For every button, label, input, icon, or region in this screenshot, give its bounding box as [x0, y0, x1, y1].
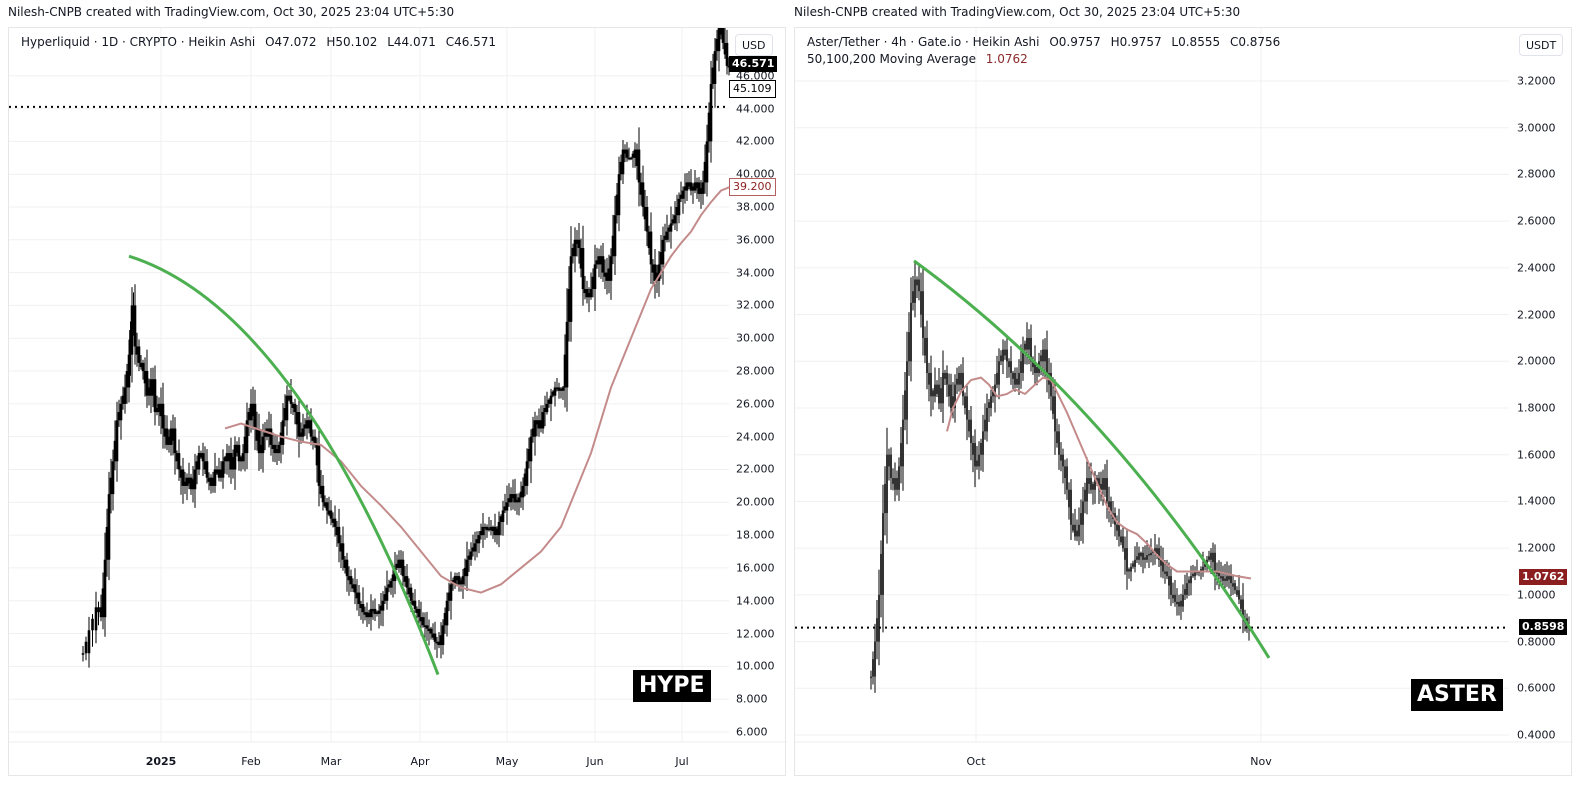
price-axis-label: 1.6000	[1517, 448, 1556, 462]
aster-ma-label: 50,100,200 Moving Average	[807, 52, 976, 66]
time-axis-label: 2025	[145, 755, 177, 768]
price-axis-label: 32.000	[736, 298, 775, 312]
time-axis-label: Feb	[241, 755, 261, 768]
aster-low: L0.8555	[1171, 35, 1221, 49]
aster-high: H0.9757	[1110, 35, 1162, 49]
price-axis-label: 22.000	[736, 462, 775, 476]
hype-chart-panel[interactable]: Hyperliquid · 1D · CRYPTO · Heikin Ashi …	[8, 27, 787, 777]
price-axis-label: 12.000	[736, 627, 775, 641]
price-axis-label: 1.4000	[1517, 494, 1556, 508]
hype-low: L44.071	[387, 35, 436, 49]
curved-trendline	[128, 254, 440, 676]
price-axis-label: 2.4000	[1517, 261, 1556, 275]
hype-currency-button[interactable]: USD	[735, 34, 773, 56]
hype-symbol: Hyperliquid · 1D · CRYPTO · Heikin Ashi	[21, 35, 256, 49]
aster-level-tag: 0.8598	[1519, 619, 1568, 635]
price-axis-label: 30.000	[736, 331, 775, 345]
price-axis-label: 2.8000	[1517, 167, 1556, 181]
hype-chart-canvas[interactable]	[9, 28, 787, 777]
candles	[870, 262, 1250, 693]
moving-average-line	[946, 376, 1252, 580]
aster-ticker-label: ASTER	[1411, 679, 1503, 711]
hype-high: H50.102	[326, 35, 378, 49]
price-axis-label: 2.6000	[1517, 214, 1556, 228]
time-axis-label: Nov	[1250, 755, 1272, 768]
price-axis-label: 20.000	[736, 495, 775, 509]
price-axis-label: 6.000	[736, 725, 768, 739]
aster-ma-tag: 1.0762	[1519, 569, 1568, 585]
price-axis-label: 0.8000	[1517, 635, 1556, 649]
price-axis-label: 3.2000	[1517, 74, 1556, 88]
hype-close: C46.571	[445, 35, 497, 49]
price-axis-label: 40.000	[736, 167, 775, 181]
aster-close: C0.8756	[1229, 35, 1281, 49]
price-axis-label: 18.000	[736, 528, 775, 542]
time-axis-label: Jun	[586, 755, 604, 768]
aster-symbol: Aster/Tether · 4h · Gate.io · Heikin Ash…	[807, 35, 1040, 49]
aster-legend: Aster/Tether · 4h · Gate.io · Heikin Ash…	[807, 34, 1286, 68]
right-credit-text: Nilesh-CNPB created with TradingView.com…	[794, 5, 1241, 19]
time-axis-label: Mar	[320, 755, 342, 768]
left-credit-text: Nilesh-CNPB created with TradingView.com…	[8, 5, 455, 19]
price-axis-label: 0.4000	[1517, 728, 1556, 742]
time-axis-label: Oct	[966, 755, 986, 768]
price-axis-label: 34.000	[736, 266, 775, 280]
price-axis-label: 1.2000	[1517, 541, 1556, 555]
price-axis-label: 36.000	[736, 233, 775, 247]
price-axis-label: 38.000	[736, 200, 775, 214]
price-axis-label: 10.000	[736, 659, 775, 673]
hype-legend: Hyperliquid · 1D · CRYPTO · Heikin Ashi …	[21, 34, 502, 51]
price-axis-label: 1.8000	[1517, 401, 1556, 415]
aster-currency-button[interactable]: USDT	[1519, 34, 1564, 56]
price-axis-label: 8.000	[736, 692, 768, 706]
hype-ma-tag: 39.200	[729, 178, 776, 196]
hype-last-price-tag: 46.571	[729, 56, 778, 72]
price-axis-label: 14.000	[736, 594, 775, 608]
price-axis-label: 3.0000	[1517, 121, 1556, 135]
hype-level-tag: 45.109	[729, 80, 776, 98]
curved-trendline	[913, 259, 1271, 659]
price-axis-label: 46.000	[736, 69, 775, 83]
price-axis-label: 0.6000	[1517, 681, 1556, 695]
price-axis-label: 44.000	[736, 102, 775, 116]
hype-ticker-label: HYPE	[633, 670, 711, 702]
price-axis-label: 26.000	[736, 397, 775, 411]
time-axis-label: Jul	[675, 755, 689, 768]
price-axis-label: 16.000	[736, 561, 775, 575]
aster-chart-panel[interactable]: Aster/Tether · 4h · Gate.io · Heikin Ash…	[794, 27, 1573, 777]
price-axis-label: 28.000	[736, 364, 775, 378]
candles	[81, 28, 731, 668]
hype-open: O47.072	[265, 35, 317, 49]
aster-ma-value: 1.0762	[985, 52, 1028, 66]
price-axis-label: 2.0000	[1517, 354, 1556, 368]
aster-chart-canvas[interactable]	[795, 28, 1573, 777]
aster-open: O0.9757	[1049, 35, 1101, 49]
price-axis-label: 24.000	[736, 430, 775, 444]
price-axis-label: 1.0000	[1517, 588, 1556, 602]
time-axis-label: Apr	[410, 755, 430, 768]
price-axis-label: 2.2000	[1517, 308, 1556, 322]
time-axis-label: May	[495, 755, 519, 768]
price-axis-label: 42.000	[736, 134, 775, 148]
